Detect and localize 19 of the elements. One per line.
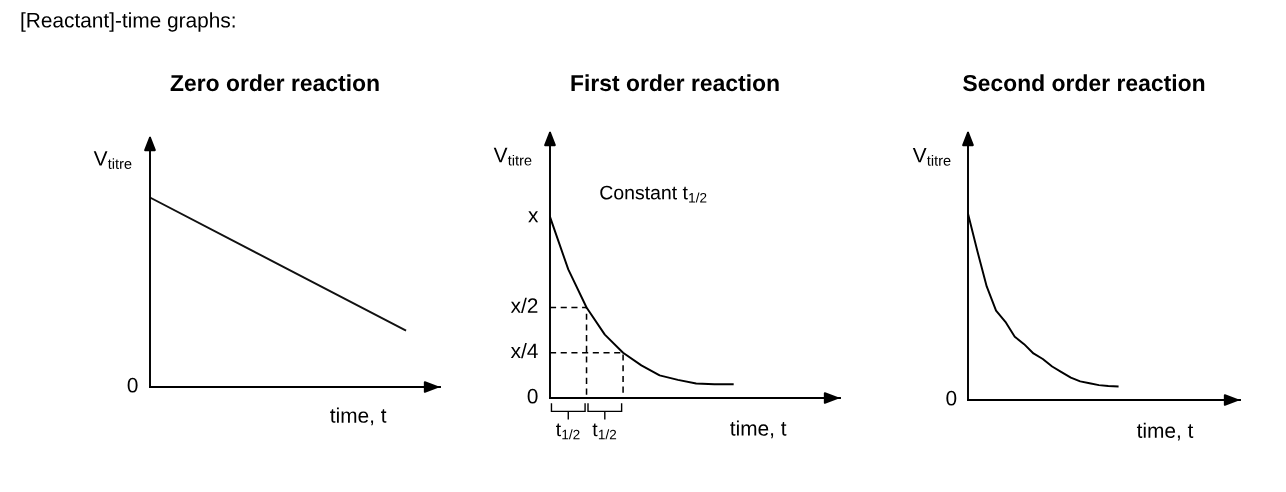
text: 0 xyxy=(127,377,138,393)
text: Constant t$_{1/2}$ xyxy=(600,185,707,203)
chart-title: First order reaction xyxy=(571,74,779,92)
chart-title: Second order reaction xyxy=(963,74,1205,92)
y-axis-title: V$_{titre}$ xyxy=(93,151,132,169)
text: x xyxy=(528,211,539,223)
x-axis-title: time, t xyxy=(1136,422,1194,441)
x-axis-title: time, t xyxy=(730,420,787,439)
ref-line-label: x/4 xyxy=(510,343,538,359)
y-axis-title: V$_{titre}$ xyxy=(493,147,532,166)
text: 0 xyxy=(946,390,957,406)
x-axis-title: time, t xyxy=(330,407,387,426)
text: [Reactant]-time graphs: xyxy=(21,12,235,32)
text: 0 xyxy=(527,388,538,404)
text: t$_{1/2}$ xyxy=(556,423,580,440)
y-axis-title: V$_{titre}$ xyxy=(912,148,951,166)
ref-line-label: x/2 xyxy=(510,297,538,314)
chart-title: Zero order reaction xyxy=(170,74,379,92)
text: t$_{1/2}$ xyxy=(592,423,617,440)
